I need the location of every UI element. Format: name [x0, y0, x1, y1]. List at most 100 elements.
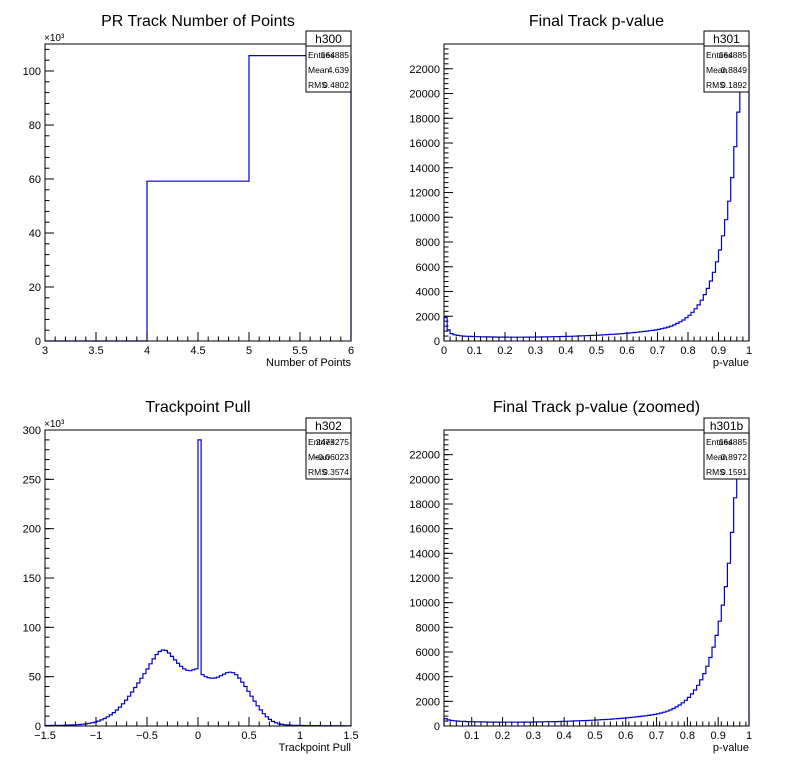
y-multiplier: ×10³	[44, 419, 65, 430]
plot-frame	[44, 43, 352, 342]
chart-title: Final Track p-value	[529, 13, 664, 30]
y-multiplier: ×10³	[44, 33, 65, 44]
y-tick-label: 20000	[409, 474, 440, 486]
x-tick-label: 0.8	[680, 345, 695, 357]
y-tick-label: 20	[29, 282, 41, 294]
stats-rms-value: 0.3574	[323, 467, 349, 477]
y-tick-label: 8000	[416, 622, 440, 634]
stats-mean-label: Mean	[308, 452, 330, 462]
x-tick-label: 0.5	[587, 730, 602, 742]
chart-title: Trackpoint Pull	[145, 399, 250, 416]
y-tick-label: 10000	[409, 598, 440, 610]
panel-final-track-pvalue-zoomed: Final Track p-value (zoomed) p-value 0.1…	[409, 399, 752, 754]
x-tick-label: 3.5	[88, 345, 103, 357]
y-tick-label: 6000	[416, 262, 440, 274]
plot-frame	[443, 429, 750, 727]
y-tick-label: 10000	[409, 212, 440, 224]
y-tick-label: 80	[29, 120, 41, 132]
y-tick-label: 4000	[416, 287, 440, 299]
x-tick-label: 6	[348, 345, 354, 357]
stats-box: h301 Entries 164885 Mean 0.8849 RMS 0.18…	[703, 30, 750, 93]
y-tick-label: 250	[23, 474, 41, 486]
panel-final-track-pvalue: Final Track p-value p-value 0 0.1 0.2 0.3 0.…	[409, 13, 752, 369]
x-tick-label: 0.2	[497, 345, 512, 357]
x-axis-label: p-value	[713, 357, 749, 369]
x-tick-label: 0	[441, 345, 447, 357]
stats-mean-value: −0.06023	[313, 452, 349, 462]
stats-name: h302	[315, 419, 342, 433]
y-tick-label: 2000	[416, 311, 440, 323]
stats-entries-value: 164885	[321, 50, 350, 60]
x-tick-label: 0.1	[467, 345, 482, 357]
y-tick-label: 200	[23, 524, 41, 536]
panel-trackpoint-pull: Trackpoint Pull ×10³ Trackpoint Pull −1.…	[23, 399, 359, 754]
stats-mean-label: Mean	[308, 65, 330, 75]
x-tick-label: 0.8	[680, 730, 695, 742]
x-tick-label: 5.5	[292, 345, 307, 357]
y-tick-label: 6000	[416, 647, 440, 659]
stats-entries-value: 164885	[719, 437, 748, 447]
stats-box: h301b Entries 164885 Mean 0.8972 RMS 0.1…	[703, 417, 750, 480]
y-tick-label: 16000	[409, 138, 440, 150]
x-tick-label: 0.9	[711, 730, 726, 742]
x-tick-label: 0.3	[528, 345, 543, 357]
stats-rms-label: RMS	[706, 467, 725, 477]
stats-mean-value: 0.8849	[721, 65, 747, 75]
stats-name: h300	[315, 32, 342, 46]
x-tick-label: 1	[746, 345, 752, 357]
histogram-line	[443, 429, 750, 726]
x-axis-label: Number of Points	[266, 357, 351, 369]
y-tick-label: 22000	[409, 64, 440, 76]
stats-rms-value: 0.1591	[721, 467, 747, 477]
stats-entries-label: Entries	[308, 50, 334, 60]
y-tick-label: 0	[434, 721, 440, 733]
x-tick-label: 0.6	[619, 345, 634, 357]
x-tick-label: 5	[246, 345, 252, 357]
y-tick-label: 18000	[409, 499, 440, 511]
y-tick-label: 12000	[409, 188, 440, 200]
x-tick-label: 0.1	[464, 730, 479, 742]
x-tick-label: 0.4	[557, 730, 572, 742]
x-tick-label: 0.5	[589, 345, 604, 357]
y-tick-label: 0	[35, 721, 41, 733]
y-tick-label: 12000	[409, 573, 440, 585]
x-tick-label: 0.6	[618, 730, 633, 742]
chart-title: PR Track Number of Points	[101, 13, 295, 30]
x-tick-label: 0	[195, 730, 201, 742]
stats-name: h301b	[710, 419, 744, 433]
x-tick-label: 0.3	[526, 730, 541, 742]
x-tick-label: 0.5	[241, 730, 256, 742]
stats-rms-value: 0.1892	[721, 80, 747, 90]
x-tick-label: 0.2	[495, 730, 510, 742]
x-tick-label: −1	[90, 730, 103, 742]
stats-entries-label: Entries	[308, 437, 334, 447]
stats-rms-label: RMS	[308, 80, 327, 90]
y-tick-label: 20000	[409, 89, 440, 101]
x-tick-label: 1	[746, 730, 752, 742]
y-tick-label: 150	[23, 573, 41, 585]
histogram-line	[45, 55, 352, 342]
x-tick-label: 0.9	[711, 345, 726, 357]
stats-entries-label: Entries	[706, 50, 732, 60]
x-tick-label: 4	[144, 345, 150, 357]
stats-name: h301	[713, 32, 740, 46]
y-tick-label: 50	[29, 672, 41, 684]
stats-rms-label: RMS	[706, 80, 725, 90]
stats-mean-label: Mean	[706, 452, 728, 462]
panel-pr-track-points: PR Track Number of Points ×10³ Number of…	[23, 13, 354, 369]
y-tick-label: 16000	[409, 524, 440, 536]
stats-rms-label: RMS	[308, 467, 327, 477]
x-tick-label: 1.5	[343, 730, 358, 742]
y-tick-label: 300	[23, 425, 41, 437]
y-tick-label: 0	[434, 336, 440, 348]
y-tick-label: 0	[35, 336, 41, 348]
chart-title: Final Track p-value (zoomed)	[493, 399, 700, 416]
x-tick-label: 0.7	[649, 730, 664, 742]
stats-mean-value: 0.8972	[721, 452, 747, 462]
y-tick-label: 40	[29, 228, 41, 240]
x-tick-label: −0.5	[136, 730, 158, 742]
stats-entries-value: 2473275	[316, 437, 349, 447]
stats-entries-label: Entries	[706, 437, 732, 447]
histogram-line	[44, 439, 352, 727]
